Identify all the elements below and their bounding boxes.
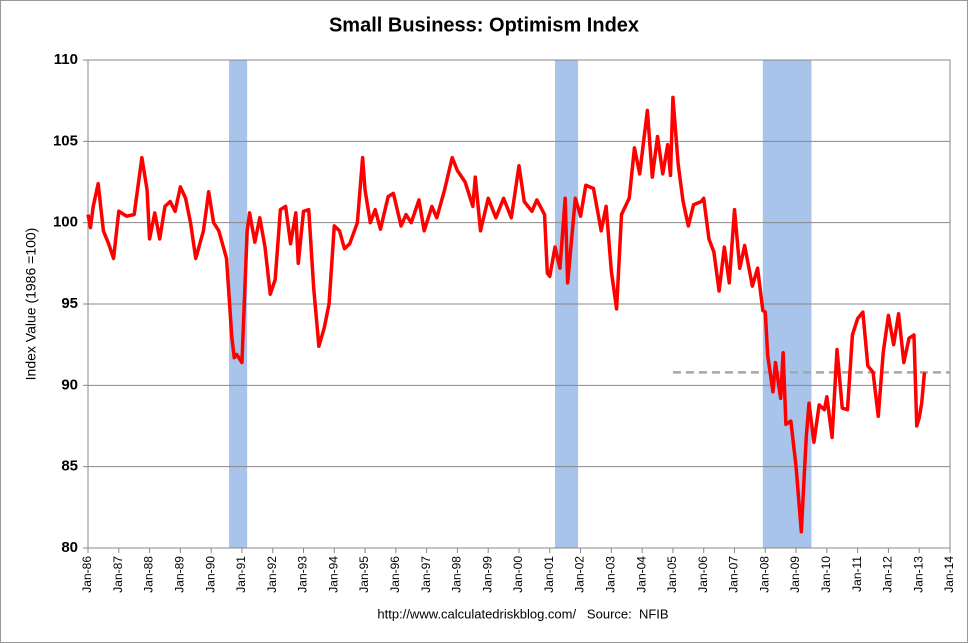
x-tick-label: Jan-10	[819, 556, 833, 593]
x-tick-label: Jan-12	[881, 556, 895, 593]
x-tick-label: Jan-88	[142, 556, 156, 593]
x-tick-label: Jan-91	[234, 556, 248, 593]
x-tick-label: Jan-93	[296, 556, 310, 593]
x-tick-label: Jan-90	[203, 556, 217, 593]
x-tick-label: Jan-00	[511, 556, 525, 593]
x-tick-label: Jan-89	[173, 556, 187, 593]
y-tick-label: 100	[53, 214, 78, 231]
y-tick-label: 105	[53, 132, 78, 149]
x-tick-label: Jan-05	[665, 556, 679, 593]
x-tick-label: Jan-96	[388, 556, 402, 593]
x-tick-label: Jan-04	[634, 556, 648, 593]
y-tick-label: 110	[54, 51, 78, 68]
x-tick-label: Jan-09	[788, 556, 802, 593]
x-tick-label: Jan-08	[757, 556, 771, 593]
x-tick-label: Jan-99	[480, 556, 494, 593]
y-tick-label: 85	[61, 458, 78, 475]
data-line	[86, 95, 927, 534]
x-tick-label: Jan-87	[111, 556, 125, 593]
x-tick-label: Jan-94	[326, 556, 340, 593]
y-tick-label: 95	[61, 295, 78, 312]
x-tick-label: Jan-14	[942, 556, 956, 593]
y-tick-label: 90	[61, 376, 78, 393]
x-tick-label: Jan-95	[357, 556, 371, 593]
x-tick-label: Jan-02	[573, 556, 587, 593]
x-tick-label: Jan-13	[911, 556, 925, 593]
source-note: http://www.calculatedriskblog.com/ Sourc…	[377, 606, 668, 621]
chart-title: Small Business: Optimism Index	[329, 14, 639, 36]
y-tick-label: 80	[61, 539, 78, 556]
x-tick-label: Jan-86	[80, 556, 94, 593]
x-tick-label: Jan-11	[850, 556, 864, 592]
x-tick-label: Jan-06	[696, 556, 710, 593]
x-tick-label: Jan-01	[542, 556, 556, 593]
x-tick-label: Jan-92	[265, 556, 279, 593]
x-tick-label: Jan-98	[450, 556, 464, 593]
x-tick-label: Jan-07	[727, 556, 741, 593]
x-tick-label: Jan-03	[604, 556, 618, 593]
y-axis-label: Index Value (1986 =100)	[23, 228, 39, 381]
x-tick-label: Jan-97	[419, 556, 433, 593]
